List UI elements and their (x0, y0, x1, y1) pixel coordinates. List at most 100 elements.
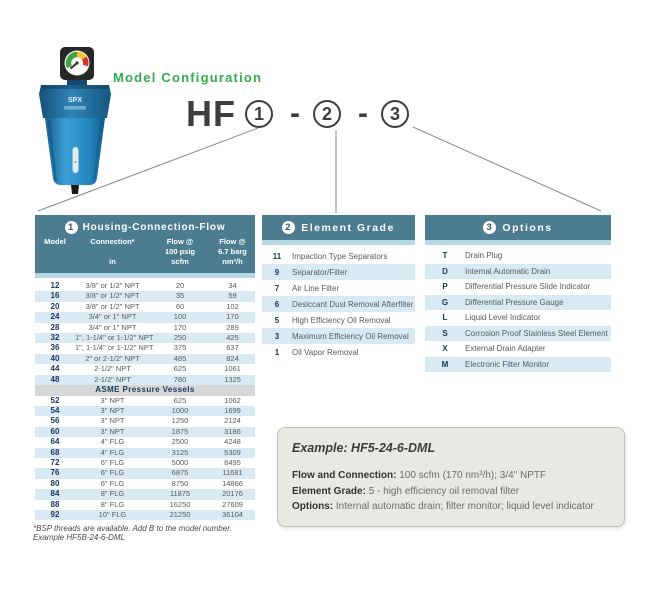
brand-label: SPX (68, 97, 82, 104)
housing-table-header: 1 Housing-Connection-Flow Model Connecti… (35, 215, 255, 273)
flow-nm3-cell: 11681 (222, 468, 243, 478)
flow-nm3-cell: 20176 (222, 489, 243, 499)
filter-head: SPX (39, 85, 111, 118)
flow-scfm-cell: 6875 (171, 468, 189, 478)
flow-scfm-cell: 625 (173, 364, 187, 374)
flow-scfm-cell: 60 (175, 301, 185, 311)
list-item: G Differential Pressure Gauge (425, 294, 611, 310)
model-cell: 16 (50, 291, 60, 301)
slot-3-circle: 3 (381, 100, 409, 128)
connection-cell: 10" FLG (98, 510, 127, 520)
example-line: Options: Internal automatic drain; filte… (292, 499, 610, 515)
connection-cell: 1", 1-1/4" or 1-1/2" NPT (75, 333, 154, 343)
flow-scfm-cell: 5000 (171, 458, 189, 467)
separator-dash: - (290, 97, 300, 130)
product-image: SPX (39, 47, 111, 194)
connection-cell: 3" NPT (100, 395, 125, 405)
flow-scfm-cell: 21250 (169, 510, 191, 520)
connection-cell: 2-1/2" NPT (94, 364, 131, 374)
flow-nm3-cell: 2124 (224, 416, 241, 426)
housing-column-headers: Model Connection* in Flow @ 100 psig scf… (35, 237, 255, 269)
asme-rows: 52 3" NPT 625 1062 54 3" NPT 1000 1699 5… (35, 396, 255, 521)
model-cell: 52 (50, 395, 60, 405)
flow-scfm-cell: 2500 (171, 437, 189, 447)
flow-nm3-cell: 425 (226, 333, 239, 343)
flow-nm3-cell: 27609 (222, 499, 243, 509)
connector-line-3 (412, 126, 602, 212)
flow-scfm-cell: 1875 (171, 426, 189, 436)
item-label: High Efficiency Oil Removal (292, 315, 391, 325)
col-header-flow-psig: Flow @ 100 psig scfm (164, 237, 195, 266)
list-item: X External Drain Adapter (425, 341, 611, 357)
connection-cell: 3" NPT (100, 416, 125, 426)
flow-scfm-cell: 1000 (171, 405, 189, 415)
table-row: 76 6" FLG 6875 11681 (35, 468, 255, 479)
flow-scfm-cell: 170 (173, 322, 187, 332)
flow-nm3-cell: 1061 (224, 364, 241, 374)
flow-scfm-cell: 3125 (171, 447, 189, 457)
model-cell: 88 (50, 499, 60, 509)
flow-nm3-cell: 637 (226, 343, 239, 353)
connection-cell: 2" or 2-1/2" NPT (85, 353, 140, 363)
housing-connection-flow-table: 1 Housing-Connection-Flow Model Connecti… (35, 215, 255, 521)
model-cell: 40 (50, 353, 60, 363)
list-item: 5 High Efficiency Oil Removal (262, 312, 415, 328)
connection-cell: 3/8" or 1/2" NPT (85, 291, 140, 301)
table-row: 24 3/4" or 1" NPT 100 170 (35, 312, 255, 323)
asme-section-header: ASME Pressure Vessels (35, 385, 255, 396)
item-label: Impaction Type Separators (292, 251, 388, 261)
badge-2: 2 (282, 221, 296, 234)
model-cell: 76 (50, 468, 60, 478)
example-title: Example: HF5-24-6-DML (292, 441, 436, 455)
example-line-value: Internal automatic drain; filter monitor… (333, 501, 594, 512)
example-line-label: Flow and Connection: (292, 470, 397, 481)
flow-nm3-cell: 170 (226, 312, 239, 322)
item-label: External Drain Adapter (465, 344, 546, 354)
flow-scfm-cell: 20 (175, 281, 185, 290)
model-cell: 24 (50, 312, 60, 322)
flow-nm3-cell: 14866 (222, 478, 243, 488)
item-label: Air Line Filter (292, 283, 340, 293)
drain-plug (71, 185, 79, 194)
item-code: 1 (274, 347, 280, 357)
element-grade-header: 2 Element Grade (262, 215, 415, 240)
npt-rows: 12 3/8" or 1/2" NPT 20 34 16 3/8" or 1/2… (35, 281, 255, 386)
flow-scfm-cell: 35 (175, 291, 185, 301)
item-label: Oil Vapor Removal (292, 347, 359, 357)
filter-bowl (45, 118, 105, 194)
model-cell: 68 (50, 447, 60, 457)
options-header: 3 Options (425, 215, 611, 240)
item-code: 6 (274, 299, 280, 309)
example-line: Element Grade: 5 - high efficiency oil r… (292, 484, 610, 500)
table-row: 20 3/8" or 1/2" NPT 60 102 (35, 302, 255, 312)
gauge-neck (67, 80, 87, 85)
flow-nm3-cell: 5309 (224, 447, 241, 457)
flow-scfm-cell: 485 (173, 353, 187, 363)
col-header-connection: Connection* in (90, 237, 135, 266)
item-code: 7 (274, 283, 280, 293)
list-item: 1 Oil Vapor Removal (262, 344, 415, 360)
list-item: 3 Maximum Efficiency Oil Removal (262, 328, 415, 344)
options-rows: T Drain Plug D Internal Automatic Drain … (425, 248, 611, 372)
options-table: 3 Options T Drain Plug D Internal Automa… (425, 215, 611, 372)
options-title: Options (502, 221, 553, 234)
gauge-icon (60, 47, 94, 80)
item-code: 3 (274, 331, 280, 341)
flow-nm3-cell: 34 (228, 281, 237, 290)
flow-nm3-cell: 8495 (224, 458, 241, 467)
model-formula: HF 1 - 2 - 3 (186, 96, 409, 132)
connection-cell: 3" NPT (100, 426, 125, 436)
item-label: Internal Automatic Drain (465, 266, 551, 276)
model-cell: 44 (50, 364, 60, 374)
table-row: 12 3/8" or 1/2" NPT 20 34 (35, 281, 255, 291)
flow-scfm-cell: 11875 (169, 489, 191, 499)
model-cell: 72 (50, 458, 60, 467)
example-box: Example: HF5-24-6-DML Flow and Connectio… (277, 427, 625, 527)
list-item: 6 Desiccant Dust Removal Afterfilter (262, 296, 415, 312)
item-code: 5 (274, 315, 280, 325)
example-line-value: 5 - high efficiency oil removal filter (365, 485, 520, 497)
item-code: T (442, 251, 448, 261)
flow-scfm-cell: 625 (173, 395, 187, 405)
flow-scfm-cell: 100 (173, 312, 187, 322)
connection-cell: 3" NPT (100, 405, 125, 415)
